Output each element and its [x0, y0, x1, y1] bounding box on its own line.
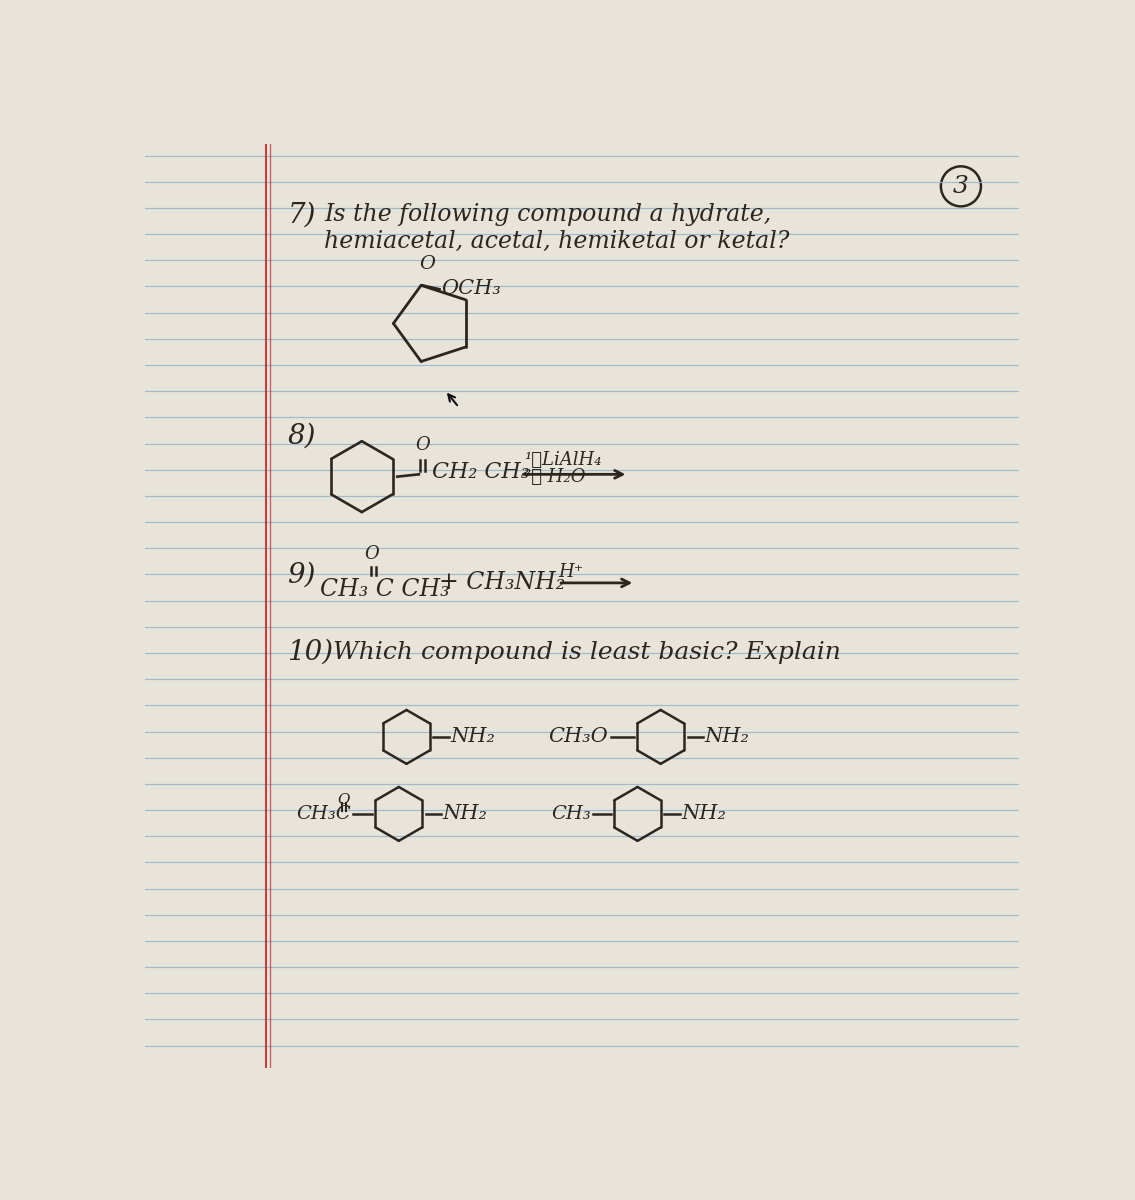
Text: H⁺: H⁺	[558, 563, 583, 581]
Text: NH₂: NH₂	[681, 804, 726, 823]
Text: hemiacetal, acetal, hemiketal or ketal?: hemiacetal, acetal, hemiketal or ketal?	[325, 229, 790, 252]
Text: O: O	[364, 545, 379, 563]
Text: O: O	[337, 793, 350, 808]
Text: Is the following compound a hydrate,: Is the following compound a hydrate,	[325, 203, 772, 227]
Text: Which compound is least basic? Explain: Which compound is least basic? Explain	[334, 641, 841, 664]
Text: ¹⧸LiAlH₄: ¹⧸LiAlH₄	[524, 451, 602, 469]
Text: + CH₃NH₂: + CH₃NH₂	[439, 571, 565, 594]
Text: 7): 7)	[287, 202, 316, 228]
Text: 8): 8)	[287, 424, 316, 450]
Text: ²⧸ H₂O: ²⧸ H₂O	[524, 468, 586, 486]
Text: OCH₃: OCH₃	[442, 278, 501, 298]
Text: CH₃C: CH₃C	[296, 805, 351, 823]
Text: CH₃: CH₃	[552, 805, 591, 823]
Text: 3: 3	[953, 175, 969, 198]
Text: CH₃O: CH₃O	[548, 727, 608, 746]
Text: CH₃ C CH₃: CH₃ C CH₃	[320, 577, 449, 600]
Text: O: O	[415, 437, 430, 455]
Text: O: O	[419, 254, 436, 272]
Text: NH₂: NH₂	[443, 804, 488, 823]
Text: 9): 9)	[287, 562, 316, 589]
Text: 10): 10)	[287, 638, 334, 666]
Text: NH₂: NH₂	[451, 727, 495, 746]
Text: CH₂ CH₃: CH₂ CH₃	[432, 461, 530, 484]
Text: NH₂: NH₂	[705, 727, 749, 746]
